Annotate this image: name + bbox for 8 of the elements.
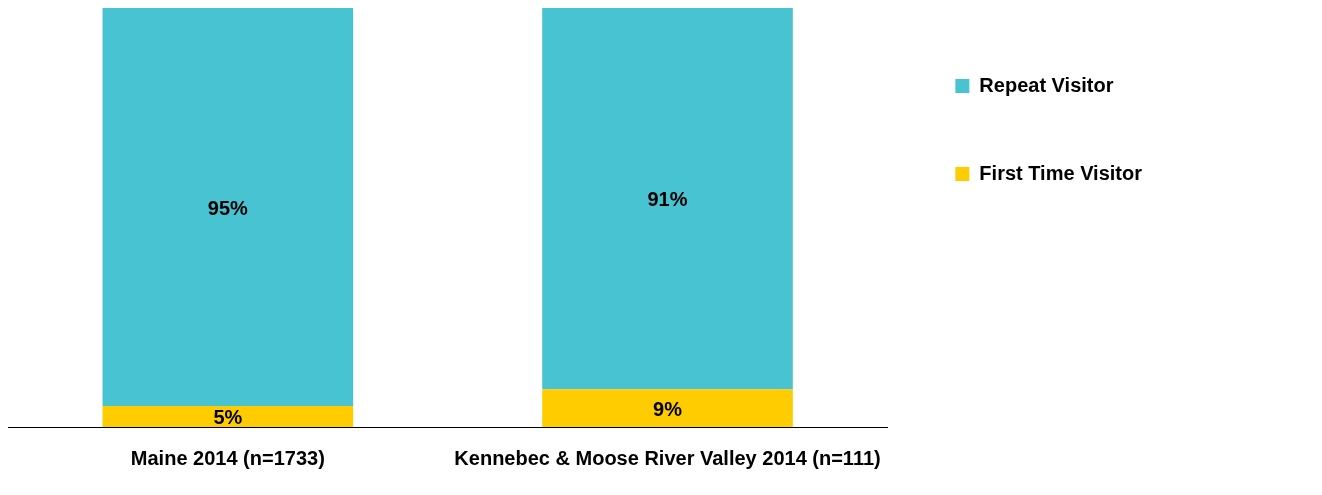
data-label: 5% — [213, 406, 243, 429]
legend-label: Repeat Visitor — [979, 73, 1114, 96]
data-label: 9% — [653, 397, 683, 420]
data-label: 95% — [207, 196, 249, 219]
data-label: 91% — [647, 188, 688, 211]
legend-label: First Time Visitor — [979, 161, 1143, 184]
x-tick-label: Maine 2014 (n=1733) — [130, 446, 325, 469]
x-tick-label: Kennebec & Moose River Valley 2014 (n=111) — [454, 446, 881, 469]
